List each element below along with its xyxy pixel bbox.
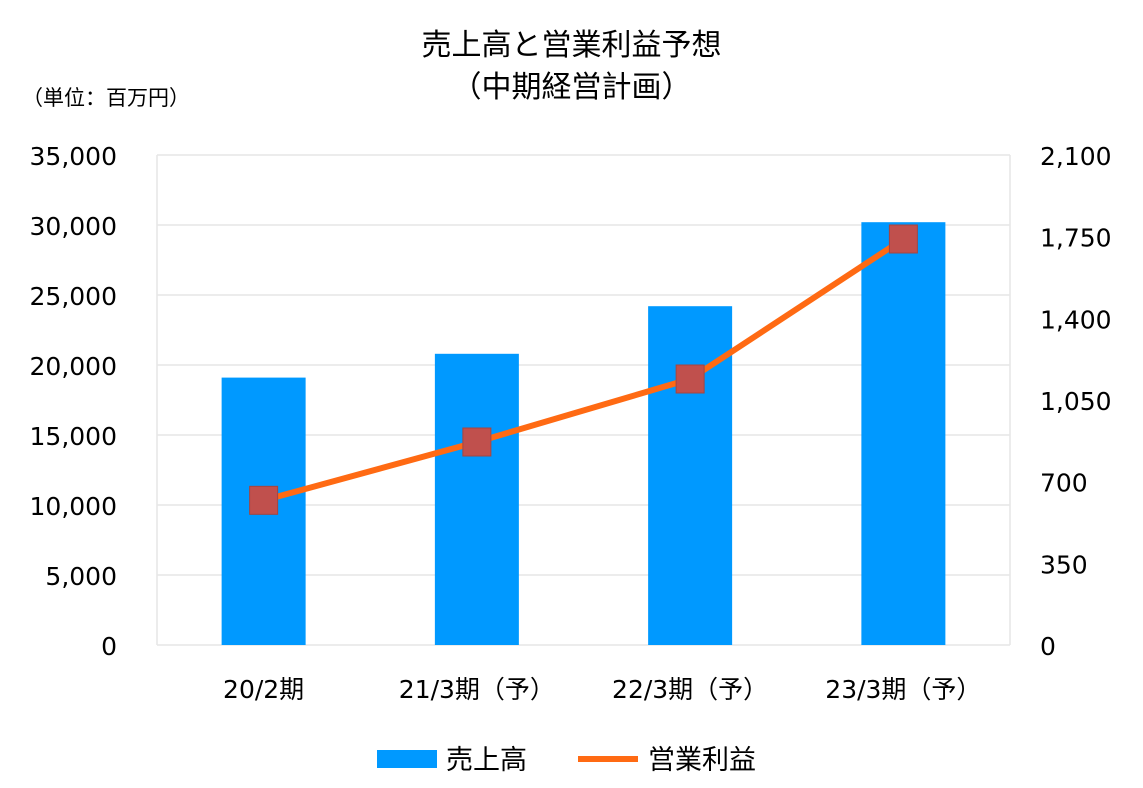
y-left-tick-label: 20,000 [30,352,117,381]
y-right-tick-label: 0 [1040,632,1056,661]
y-left-tick-label: 15,000 [30,422,117,451]
legend-label-operating-profit: 営業利益 [648,745,756,776]
operating-profit-line [262,236,906,504]
legend-swatch-bar [377,750,437,768]
x-category-label: 23/3期（予） [825,675,981,704]
chart-subtitle: （中期経営計画） [451,70,692,105]
line-point-2 [462,427,492,457]
y-right-tick-label: 2,100 [1040,142,1112,171]
unit-label: （単位：百万円） [22,86,190,110]
y-right-tick-label: 350 [1040,550,1088,579]
y-right-tick-label: 1,750 [1040,224,1112,253]
y-right-tick-label: 1,050 [1040,387,1112,416]
x-category-label: 20/2期 [223,675,304,704]
y-left-tick-label: 10,000 [30,492,117,521]
bar-2 [434,353,519,645]
x-category-label: 22/3期（予） [612,675,768,704]
y-left-tick-label: 5,000 [45,562,117,591]
bar-4 [861,222,946,645]
x-category-label: 21/3期（予） [399,675,555,704]
line-point-1 [249,485,279,515]
line-point-4 [888,224,918,254]
y-right-tick-label: 1,400 [1040,305,1112,334]
y-left-tick-label: 25,000 [30,282,117,311]
line-point-3 [675,364,705,394]
y-left-tick-label: 0 [101,632,117,661]
y-left-tick-label: 30,000 [30,212,117,241]
y-left-tick-label: 35,000 [30,142,117,171]
y-right-tick-label: 700 [1040,469,1088,498]
chart-title: 売上高と営業利益予想 [421,28,722,63]
legend-label-sales: 売上高 [446,745,527,776]
